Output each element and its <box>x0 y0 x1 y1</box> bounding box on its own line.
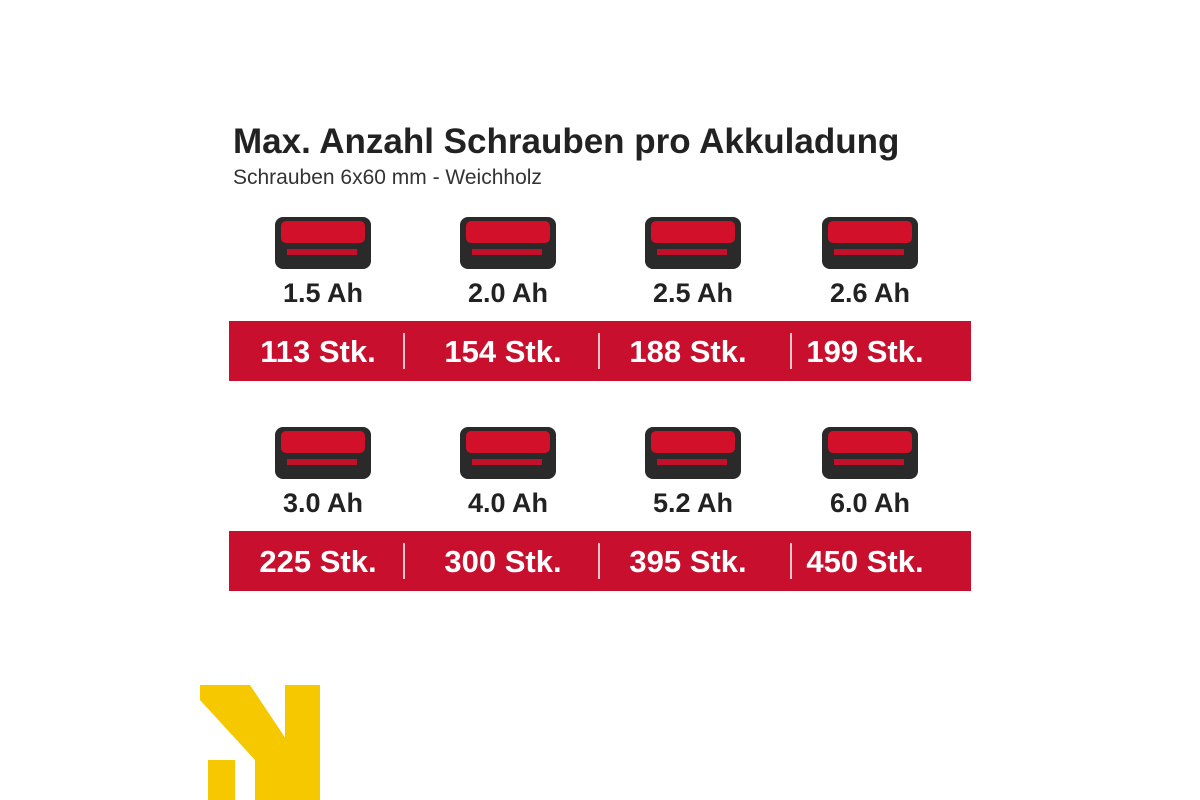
count-label: 395 Stk. <box>629 544 746 579</box>
battery-icon-stripe <box>287 249 357 255</box>
count-label: 225 Stk. <box>259 544 376 579</box>
battery-icon-top <box>281 221 365 243</box>
title: Max. Anzahl Schrauben pro Akkuladung <box>233 122 899 161</box>
capacity-label: 6.0 Ah <box>830 488 910 518</box>
count-bar <box>229 321 971 381</box>
battery-icon-top <box>828 221 912 243</box>
capacity-label: 2.0 Ah <box>468 278 548 308</box>
count-bar <box>229 531 971 591</box>
battery-icon-stripe <box>657 249 727 255</box>
capacity-label: 4.0 Ah <box>468 488 548 518</box>
battery-icon-top <box>466 221 550 243</box>
capacity-label: 1.5 Ah <box>283 278 363 308</box>
count-label: 188 Stk. <box>629 334 746 369</box>
battery-icon-top <box>651 431 735 453</box>
battery-icon-top <box>651 221 735 243</box>
battery-icon-stripe <box>472 249 542 255</box>
battery-icon-top <box>828 431 912 453</box>
capacity-label: 3.0 Ah <box>283 488 363 518</box>
capacity-label: 2.6 Ah <box>830 278 910 308</box>
capacity-label: 5.2 Ah <box>653 488 733 518</box>
battery-icon-top <box>281 431 365 453</box>
count-label: 154 Stk. <box>444 334 561 369</box>
subtitle: Schrauben 6x60 mm - Weichholz <box>233 166 542 189</box>
count-label: 113 Stk. <box>260 334 375 369</box>
battery-icon-stripe <box>472 459 542 465</box>
battery-icon-stripe <box>287 459 357 465</box>
logo <box>200 685 320 800</box>
count-label: 199 Stk. <box>806 334 923 369</box>
battery-icon-top <box>466 431 550 453</box>
count-label: 450 Stk. <box>806 544 923 579</box>
battery-icon-stripe <box>834 249 904 255</box>
battery-icon-stripe <box>834 459 904 465</box>
count-label: 300 Stk. <box>444 544 561 579</box>
capacity-label: 2.5 Ah <box>653 278 733 308</box>
battery-icon-stripe <box>657 459 727 465</box>
